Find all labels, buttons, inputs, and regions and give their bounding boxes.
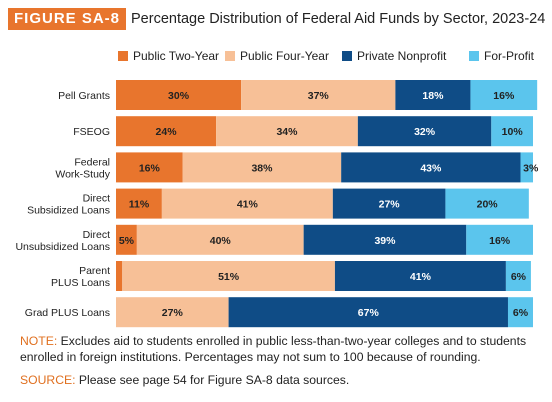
category-label: Parent PLUS Loans	[51, 265, 110, 289]
bar-segment-private-nonprofit	[357, 116, 492, 147]
data-label: 38%	[251, 162, 273, 174]
bar-segment-for-profit	[520, 152, 533, 183]
bar-segment-public-two-year	[116, 188, 162, 219]
bar-segment-public-four-year	[122, 261, 335, 291]
data-label: 16%	[489, 235, 511, 247]
data-label: 3%	[523, 162, 539, 174]
data-label: 51%	[218, 271, 240, 283]
legend-item-public-four-year: Public Four-Year	[225, 49, 329, 63]
bar-segment-public-two-year	[116, 224, 137, 255]
data-label: 43%	[420, 162, 442, 174]
bar-segment-for-profit	[507, 297, 533, 328]
data-label: 11%	[129, 199, 150, 211]
bar-segment-private-nonprofit	[228, 297, 508, 328]
bar-segment-public-four-year	[116, 297, 229, 328]
bar-segment-private-nonprofit	[395, 80, 471, 110]
data-label: 5%	[119, 235, 135, 247]
data-label: 39%	[374, 235, 396, 247]
data-label: 40%	[210, 235, 232, 247]
bar-segment-private-nonprofit	[334, 261, 506, 291]
data-label: 34%	[276, 126, 298, 138]
figure-header: FIGURE SA-8 Percentage Distribution of F…	[8, 7, 545, 31]
legend-swatch	[118, 51, 128, 61]
bar-segment-private-nonprofit	[303, 224, 467, 255]
bar-segment-public-four-year	[161, 188, 333, 219]
bar-row-fseog: FSEOG 24% 34% 32% 10%	[73, 116, 533, 147]
data-label: 27%	[162, 307, 184, 319]
data-label: 16%	[493, 90, 515, 102]
figure-title: Percentage Distribution of Federal Aid F…	[131, 11, 546, 27]
source-label: SOURCE:	[20, 373, 76, 387]
bar-segment-private-nonprofit	[341, 152, 521, 183]
data-label: 10%	[502, 126, 524, 138]
legend-swatch	[469, 51, 479, 61]
note-label: NOTE:	[20, 334, 58, 348]
data-label: 41%	[410, 271, 432, 283]
legend-item-for-profit: For-Profit	[469, 49, 535, 63]
bar-row-grad-plus-loans: Grad PLUS Loans 27% 67% 6%	[25, 297, 533, 328]
legend-swatch	[225, 51, 235, 61]
bar-segment-for-profit	[505, 261, 531, 291]
legend-label: Public Two-Year	[133, 49, 219, 63]
category-label: Federal Work-Study	[55, 156, 110, 180]
data-label: 32%	[414, 126, 436, 138]
data-label: 18%	[422, 90, 444, 102]
bar-segment-public-two-year	[116, 116, 217, 147]
bar-segment-public-two-year	[116, 80, 242, 110]
category-label: Direct Subsidized Loans	[27, 193, 110, 217]
bar-row-pell-grants: Pell Grants 30% 37% 18% 16%	[58, 80, 538, 110]
bar-segment-private-nonprofit	[332, 188, 446, 219]
bar-segment-public-four-year	[216, 116, 358, 147]
bar-segment-for-profit	[445, 188, 529, 219]
legend-swatch	[342, 51, 352, 61]
data-label: 27%	[379, 199, 401, 211]
source-text: Please see page 54 for Figure SA-8 data …	[75, 373, 350, 387]
bar-row-federal-work-study: Federal Work-Study 16% 38% 43% 3%	[55, 152, 539, 183]
category-label: Direct Unsubsidized Loans	[15, 229, 110, 253]
data-label: 30%	[168, 90, 190, 102]
bar-segment-public-four-year	[136, 224, 304, 255]
data-label: 16%	[139, 162, 161, 174]
note-text: Excludes aid to students enrolled in pub…	[20, 334, 527, 364]
bar-segment-public-four-year	[241, 80, 396, 110]
legend-label: Private Nonprofit	[357, 49, 447, 63]
legend-item-private-nonprofit: Private Nonprofit	[342, 49, 447, 63]
chart-source: SOURCE: Please see page 54 for Figure SA…	[20, 372, 546, 388]
stacked-bar-chart: Public Two-Year Public Four-Year Private N…	[15, 49, 539, 328]
bar-row-direct-unsubsidized-loans: Direct Unsubsidized Loans 5% 40% 39% 16%	[15, 224, 533, 255]
data-label: 67%	[358, 307, 380, 319]
category-label: Pell Grants	[58, 90, 110, 102]
data-label: 6%	[513, 307, 529, 319]
chart-note: NOTE: Excludes aid to students enrolled …	[20, 333, 546, 365]
bar-segment-for-profit	[470, 80, 538, 110]
figure-label: FIGURE SA-8	[8, 8, 127, 30]
category-label: Grad PLUS Loans	[25, 307, 110, 319]
data-label: 20%	[477, 199, 499, 211]
bar-segment-for-profit	[491, 116, 533, 147]
bar-segment-public-four-year	[182, 152, 342, 183]
data-label: 24%	[156, 126, 178, 138]
bar-segment-public-two-year	[116, 152, 183, 183]
category-label: FSEOG	[73, 126, 110, 138]
legend-item-public-two-year: Public Two-Year	[118, 49, 219, 63]
bar-row-direct-subsidized-loans: Direct Subsidized Loans 11% 41% 27% 20%	[27, 188, 529, 219]
data-label: 6%	[511, 271, 527, 283]
data-label: 41%	[237, 199, 259, 211]
bar-row-parent-plus-loans: Parent PLUS Loans 51% 41% 6%	[51, 261, 531, 291]
bar-segment-public-two-year	[116, 261, 123, 291]
bar-segment-for-profit	[466, 224, 533, 255]
legend-label: Public Four-Year	[240, 49, 329, 63]
legend-label: For-Profit	[484, 49, 535, 63]
data-label: 37%	[308, 90, 330, 102]
